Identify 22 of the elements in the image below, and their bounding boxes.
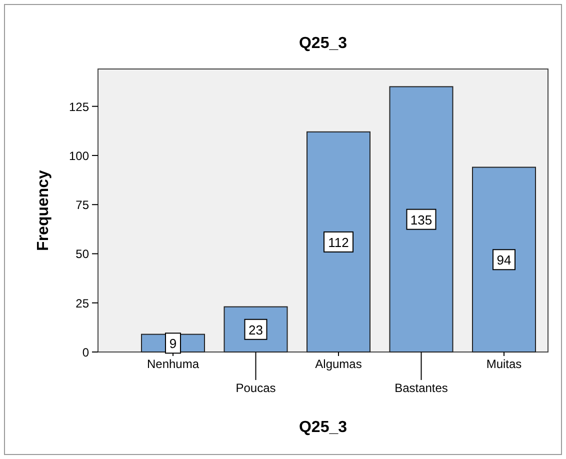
bar: [389, 86, 454, 352]
y-tick-label: 50: [76, 247, 90, 262]
y-tick-label: 75: [76, 198, 90, 212]
data-label: 9: [169, 336, 177, 352]
data-label: 112: [328, 234, 349, 250]
x-tick-label: Poucas: [236, 381, 276, 395]
chart-title: Q25_3: [298, 35, 348, 52]
y-tick-label: 0: [82, 346, 90, 360]
y-axis-title: Frequency: [35, 170, 52, 251]
bar: [306, 131, 370, 352]
y-tick-label: 125: [68, 100, 90, 114]
data-label: 135: [410, 212, 432, 228]
y-tick-label: 25: [76, 296, 90, 310]
data-label: 94: [496, 252, 512, 268]
x-tick-label: Algumas: [315, 357, 362, 371]
bar: [472, 166, 536, 352]
x-axis-title: Q25_3: [298, 419, 348, 436]
x-tick-label: Muitas: [486, 357, 522, 371]
x-tick-label: Nenhuma: [146, 357, 200, 371]
x-tick-label: Bastantes: [394, 381, 448, 395]
y-tick-label: 100: [68, 148, 90, 163]
data-label: 23: [248, 322, 263, 338]
